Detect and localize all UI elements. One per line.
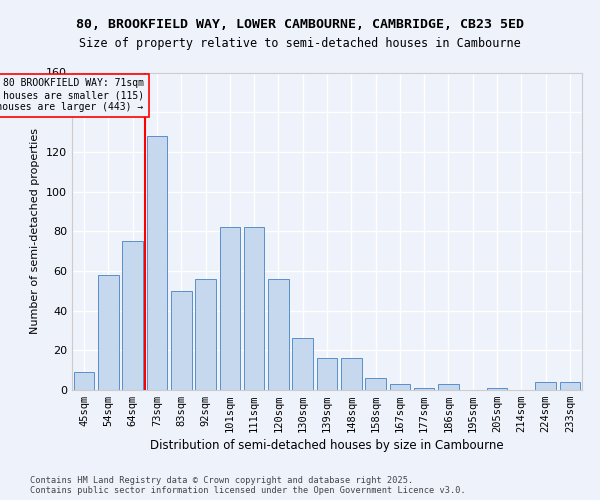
- Bar: [414, 388, 434, 390]
- Bar: [487, 388, 508, 390]
- Bar: [220, 228, 240, 390]
- Bar: [341, 358, 362, 390]
- Bar: [268, 279, 289, 390]
- Bar: [535, 382, 556, 390]
- X-axis label: Distribution of semi-detached houses by size in Cambourne: Distribution of semi-detached houses by …: [150, 440, 504, 452]
- Text: 80 BROOKFIELD WAY: 71sqm
← 20% of semi-detached houses are smaller (115)
77% of : 80 BROOKFIELD WAY: 71sqm ← 20% of semi-d…: [0, 78, 143, 112]
- Bar: [438, 384, 459, 390]
- Bar: [74, 372, 94, 390]
- Bar: [122, 241, 143, 390]
- Bar: [292, 338, 313, 390]
- Bar: [560, 382, 580, 390]
- Bar: [389, 384, 410, 390]
- Bar: [195, 279, 216, 390]
- Text: Size of property relative to semi-detached houses in Cambourne: Size of property relative to semi-detach…: [79, 38, 521, 51]
- Bar: [98, 275, 119, 390]
- Bar: [317, 358, 337, 390]
- Bar: [171, 291, 191, 390]
- Bar: [365, 378, 386, 390]
- Text: Contains HM Land Registry data © Crown copyright and database right 2025.
Contai: Contains HM Land Registry data © Crown c…: [30, 476, 466, 495]
- Bar: [244, 228, 265, 390]
- Text: 80, BROOKFIELD WAY, LOWER CAMBOURNE, CAMBRIDGE, CB23 5ED: 80, BROOKFIELD WAY, LOWER CAMBOURNE, CAM…: [76, 18, 524, 30]
- Y-axis label: Number of semi-detached properties: Number of semi-detached properties: [31, 128, 40, 334]
- Bar: [146, 136, 167, 390]
